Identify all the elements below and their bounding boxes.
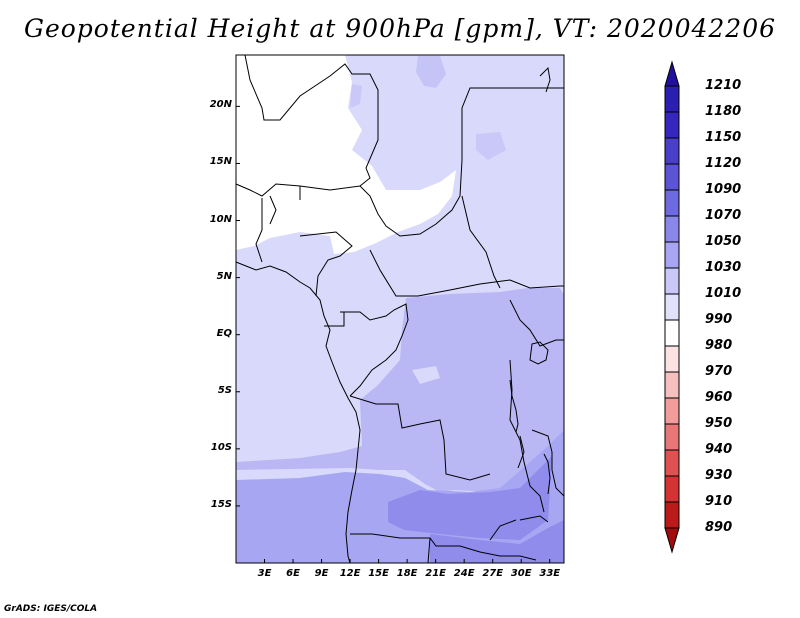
border-sahel-line xyxy=(235,87,564,237)
lat-label: 5N xyxy=(216,270,232,282)
lat-label: 5S xyxy=(217,384,232,396)
lat-label: EQ xyxy=(216,327,232,339)
colorbar-swatch xyxy=(664,527,680,554)
lat-ticks xyxy=(236,105,240,507)
border-west-inland xyxy=(255,186,353,297)
colorbar-level-label: 980 xyxy=(705,338,733,353)
colorbar-level-label: 1150 xyxy=(705,130,742,145)
colorbar-level-label: 1120 xyxy=(705,156,742,171)
lon-label: 27E xyxy=(482,568,504,579)
colorbar-swatch xyxy=(664,137,680,165)
colorbar-level-label: 1030 xyxy=(705,260,742,275)
colorbar-swatch xyxy=(664,319,680,347)
lon-label: 18E xyxy=(396,568,418,579)
lon-label: 3E xyxy=(257,568,272,579)
lon-label: 30E xyxy=(510,568,532,579)
colorbar-swatch xyxy=(664,293,680,321)
border-west-africa-coast xyxy=(235,261,361,564)
colorbar-level-label: 1070 xyxy=(705,208,742,223)
lat-label: 15N xyxy=(209,156,232,168)
border-lake-malawi xyxy=(543,453,551,495)
field-south-deep-purple-region xyxy=(388,456,552,540)
border-lake-victoria xyxy=(529,341,549,365)
border-congo-basin xyxy=(324,303,491,481)
field-north-lilac-patch xyxy=(416,56,446,88)
colorbar-swatch xyxy=(664,163,680,191)
lon-ticks xyxy=(264,559,551,563)
colorbar-swatch xyxy=(664,423,680,451)
field-north-white-region xyxy=(236,55,456,254)
colorbar xyxy=(664,60,680,554)
colorbar-swatch xyxy=(664,189,680,217)
lon-label: 6E xyxy=(286,568,300,579)
colorbar-level-label: 1090 xyxy=(705,182,742,197)
colorbar-swatch xyxy=(664,111,680,139)
colorbar-swatch xyxy=(664,215,680,243)
lon-label: 9E xyxy=(314,568,329,579)
lon-label: 24E xyxy=(453,568,475,579)
colorbar-swatch xyxy=(664,345,680,373)
height-field xyxy=(236,55,564,563)
colorbar-swatch xyxy=(664,475,680,503)
lat-label: 15S xyxy=(210,498,232,510)
colorbar-swatch xyxy=(664,397,680,425)
colorbar-swatch xyxy=(664,85,680,113)
colorbar-swatch xyxy=(664,60,680,87)
colorbar-level-label: 950 xyxy=(705,416,733,431)
colorbar-level-label: 910 xyxy=(705,494,733,509)
field-congo-pale-patch xyxy=(412,366,440,384)
border-central-africa xyxy=(369,195,564,297)
border-coastline-east xyxy=(539,66,551,93)
colorbar-swatch xyxy=(664,501,680,529)
colorbar-level-label: 960 xyxy=(705,390,733,405)
field-east-lilac-patch xyxy=(476,132,506,160)
lon-label: 12E xyxy=(339,568,361,579)
colorbar-level-label: 1010 xyxy=(705,286,742,301)
colorbar-swatch xyxy=(664,371,680,399)
lon-label: 15E xyxy=(368,568,389,579)
colorbar-level-label: 1180 xyxy=(705,104,742,119)
field-congo-lilac-region xyxy=(236,288,564,492)
field-sahel-lilac-patch xyxy=(350,84,362,108)
border-southern-africa xyxy=(350,515,549,564)
colorbar-level-label: 1210 xyxy=(705,78,742,93)
colorbar-level-label: 990 xyxy=(705,312,733,327)
border-north-lines xyxy=(244,54,379,187)
lat-label: 10S xyxy=(210,441,232,453)
lon-label: 21E xyxy=(425,568,447,579)
colorbar-level-label: 970 xyxy=(705,364,733,379)
lon-label: 33E xyxy=(539,568,561,579)
colorbar-level-label: 940 xyxy=(705,442,733,457)
country-borders xyxy=(235,54,565,564)
plot-title: Geopotential Height at 900hPa [gpm], VT:… xyxy=(23,14,777,43)
colorbar-swatch xyxy=(664,449,680,477)
colorbar-level-label: 1050 xyxy=(705,234,742,249)
grads-credit: GrADS: IGES/COLA xyxy=(4,604,98,614)
field-southeast-deep-purple-region xyxy=(430,520,564,563)
colorbar-swatch xyxy=(664,267,680,295)
colorbar-swatch xyxy=(664,241,680,269)
map-frame xyxy=(235,54,565,564)
lat-label: 10N xyxy=(209,213,232,225)
lat-label: 20N xyxy=(209,99,232,111)
colorbar-level-label: 930 xyxy=(705,468,733,483)
colorbar-level-label: 890 xyxy=(705,520,733,535)
border-lake-tanganyika xyxy=(509,379,525,469)
